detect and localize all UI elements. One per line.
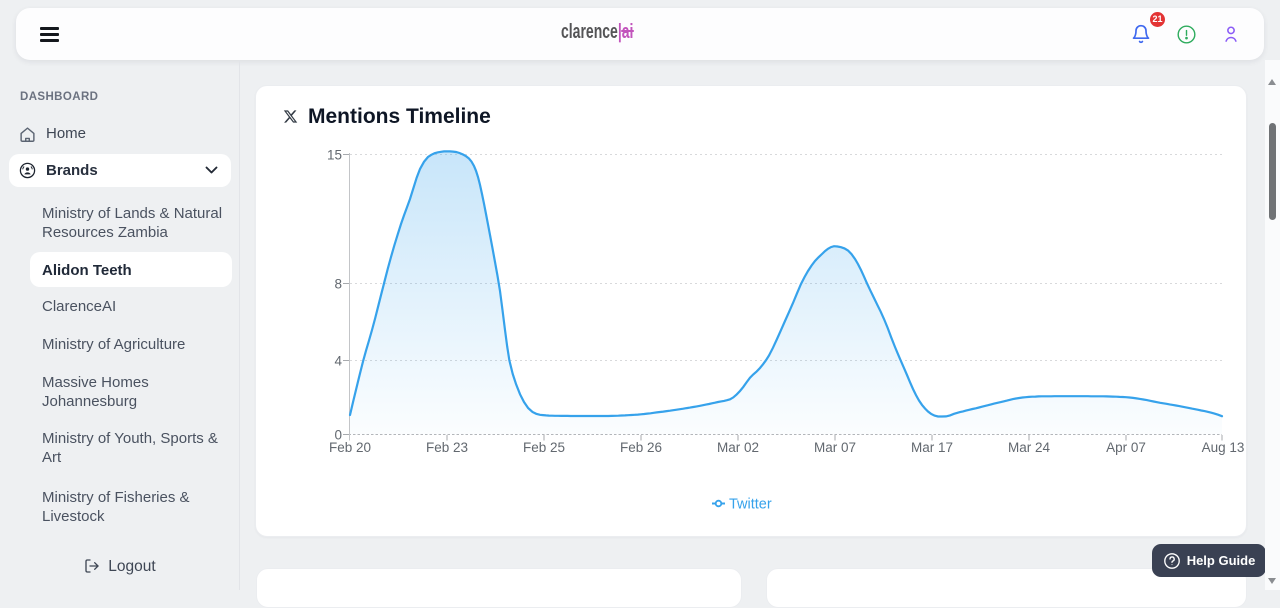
svg-text:Aug 13: Aug 13 (1202, 440, 1245, 455)
svg-text:Feb 26: Feb 26 (620, 440, 662, 455)
svg-text:Twitter: Twitter (729, 497, 772, 513)
svg-text:Mar 24: Mar 24 (1008, 440, 1051, 455)
svg-text:0: 0 (334, 428, 342, 443)
svg-text:Mar 17: Mar 17 (911, 440, 953, 455)
svg-text:Feb 25: Feb 25 (523, 440, 565, 455)
svg-text:Feb 20: Feb 20 (329, 440, 371, 455)
svg-text:8: 8 (334, 277, 342, 292)
svg-text:15: 15 (327, 148, 342, 163)
svg-text:Feb 23: Feb 23 (426, 440, 468, 455)
svg-text:4: 4 (334, 354, 342, 369)
svg-text:Mar 02: Mar 02 (717, 440, 759, 455)
svg-text:Apr 07: Apr 07 (1106, 440, 1146, 455)
svg-text:Mar 07: Mar 07 (814, 440, 856, 455)
